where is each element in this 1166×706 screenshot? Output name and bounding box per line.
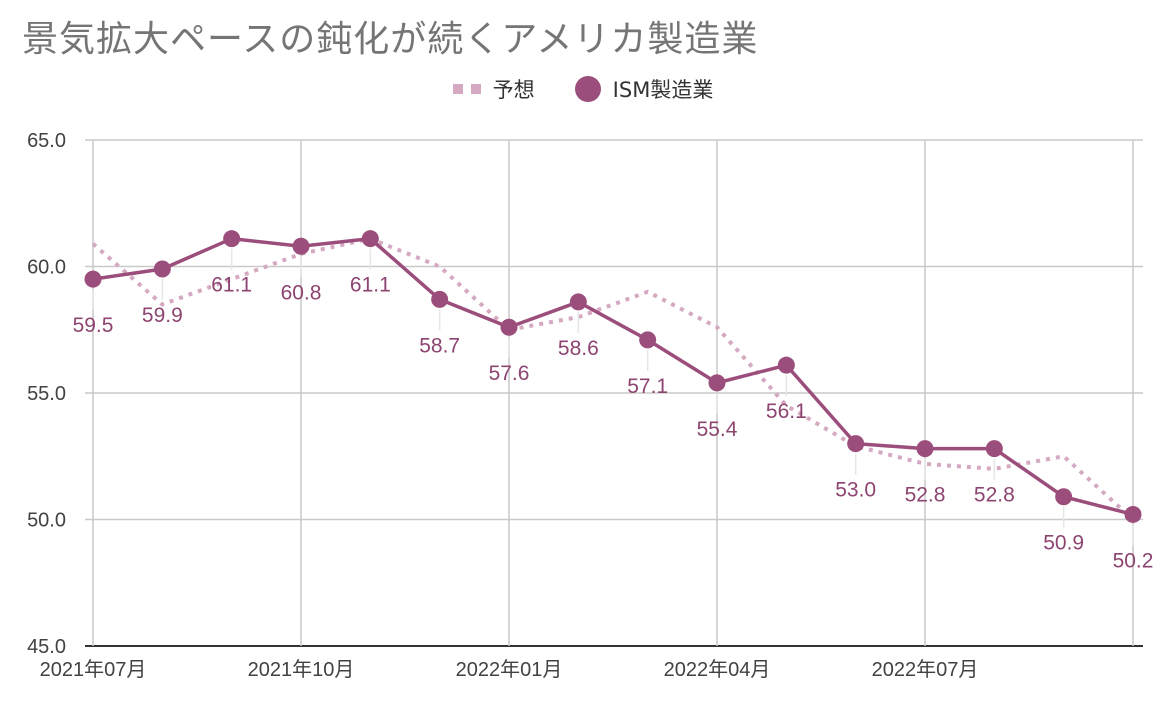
- ism-data-label: 58.7: [419, 334, 460, 357]
- ism-data-label: 50.9: [1043, 532, 1084, 555]
- legend-item-ism[interactable]: ISM製造業: [574, 74, 714, 104]
- ism-data-label: 58.6: [558, 337, 599, 360]
- y-tick-label: 50.0: [27, 510, 66, 532]
- ism-data-label: 57.1: [627, 375, 668, 398]
- ism-data-label: 57.6: [489, 362, 530, 385]
- ism-data-label: 52.8: [905, 484, 946, 507]
- ism-data-point: [292, 237, 310, 255]
- ism-data-point: [84, 270, 102, 288]
- y-tick-label: 65.0: [27, 130, 66, 152]
- y-tick-label: 55.0: [27, 383, 66, 405]
- ism-data-label: 52.8: [974, 484, 1015, 507]
- ism-data-point: [1124, 505, 1142, 523]
- y-tick-label: 45.0: [27, 636, 66, 658]
- ism-data-point: [847, 435, 865, 453]
- ism-data-point: [916, 440, 934, 458]
- legend-item-forecast[interactable]: 予想: [452, 74, 535, 104]
- circle-marker-legend-icon: [574, 76, 601, 102]
- legend: 予想 ISM製造業: [0, 74, 1166, 104]
- chart-title: 景気拡大ペースの鈍化が続くアメリカ製造業: [22, 19, 759, 60]
- x-tick-label: 2021年07月: [40, 658, 147, 681]
- ism-data-point: [639, 331, 657, 349]
- ism-data-label: 61.1: [350, 274, 391, 297]
- x-tick-label: 2022年07月: [872, 658, 979, 681]
- ism-data-point: [777, 356, 795, 374]
- y-tick-label: 60.0: [27, 257, 66, 279]
- x-tick-label: 2022年04月: [664, 658, 771, 681]
- ism-data-label: 50.2: [1113, 549, 1154, 572]
- forecast-series-line: [91, 236, 1135, 521]
- dotted-line-legend-icon: [452, 84, 481, 94]
- ism-data-point: [1055, 488, 1073, 506]
- ism-data-point: [500, 318, 518, 336]
- ism-data-point: [569, 293, 587, 311]
- x-tick-label: 2022年01月: [456, 658, 563, 681]
- ism-data-point: [985, 440, 1003, 458]
- ism-data-label: 56.1: [766, 400, 807, 423]
- ism-data-label: 59.9: [142, 304, 183, 327]
- legend-label-ism: ISM製造業: [612, 78, 714, 102]
- ism-data-label: 55.4: [697, 418, 738, 441]
- ism-data-point: [431, 290, 449, 308]
- ism-data-label: 59.5: [73, 314, 114, 337]
- ism-data-point: [153, 260, 171, 278]
- ism-data-label: 60.8: [281, 281, 322, 304]
- x-tick-label: 2021年10月: [248, 658, 355, 681]
- legend-label-forecast: 予想: [492, 78, 535, 102]
- ism-data-label: 61.1: [211, 274, 252, 297]
- ism-data-point: [708, 374, 726, 392]
- ism-series-line: [92, 236, 1134, 517]
- ism-data-point: [223, 230, 241, 248]
- ism-data-point: [361, 230, 379, 248]
- ism-data-label: 53.0: [835, 479, 876, 502]
